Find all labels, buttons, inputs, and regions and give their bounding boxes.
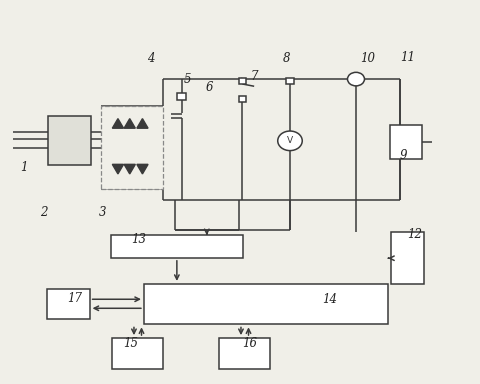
- Polygon shape: [112, 164, 123, 174]
- Bar: [391, 232, 423, 284]
- Polygon shape: [124, 119, 135, 128]
- Bar: [112, 338, 163, 369]
- Text: 3: 3: [99, 206, 107, 219]
- Text: 2: 2: [40, 206, 47, 219]
- Circle shape: [347, 72, 364, 86]
- Bar: [48, 116, 90, 165]
- Polygon shape: [136, 164, 148, 174]
- Text: 17: 17: [67, 291, 82, 305]
- Bar: [177, 93, 185, 100]
- Text: 11: 11: [399, 51, 414, 64]
- Text: 7: 7: [251, 70, 258, 83]
- Text: V: V: [287, 136, 292, 145]
- Bar: [219, 338, 270, 369]
- Bar: [110, 235, 242, 258]
- Polygon shape: [124, 164, 135, 174]
- Text: 8: 8: [282, 52, 290, 65]
- Text: 14: 14: [322, 293, 337, 306]
- Text: 15: 15: [123, 337, 138, 350]
- Bar: [286, 78, 293, 84]
- Text: 1: 1: [20, 161, 27, 174]
- Bar: [238, 96, 246, 102]
- Text: 4: 4: [147, 52, 155, 65]
- Text: 10: 10: [360, 52, 374, 65]
- Bar: [144, 284, 387, 324]
- Bar: [101, 106, 162, 189]
- Circle shape: [277, 131, 301, 151]
- Bar: [238, 78, 246, 84]
- Text: 16: 16: [242, 337, 257, 350]
- Text: 13: 13: [132, 233, 146, 246]
- Bar: [390, 125, 421, 159]
- Text: 6: 6: [205, 81, 212, 94]
- Text: 5: 5: [183, 73, 191, 86]
- Bar: [47, 289, 89, 319]
- Polygon shape: [136, 119, 148, 128]
- Text: 12: 12: [407, 228, 421, 241]
- Text: 9: 9: [398, 149, 406, 162]
- Polygon shape: [112, 119, 123, 128]
